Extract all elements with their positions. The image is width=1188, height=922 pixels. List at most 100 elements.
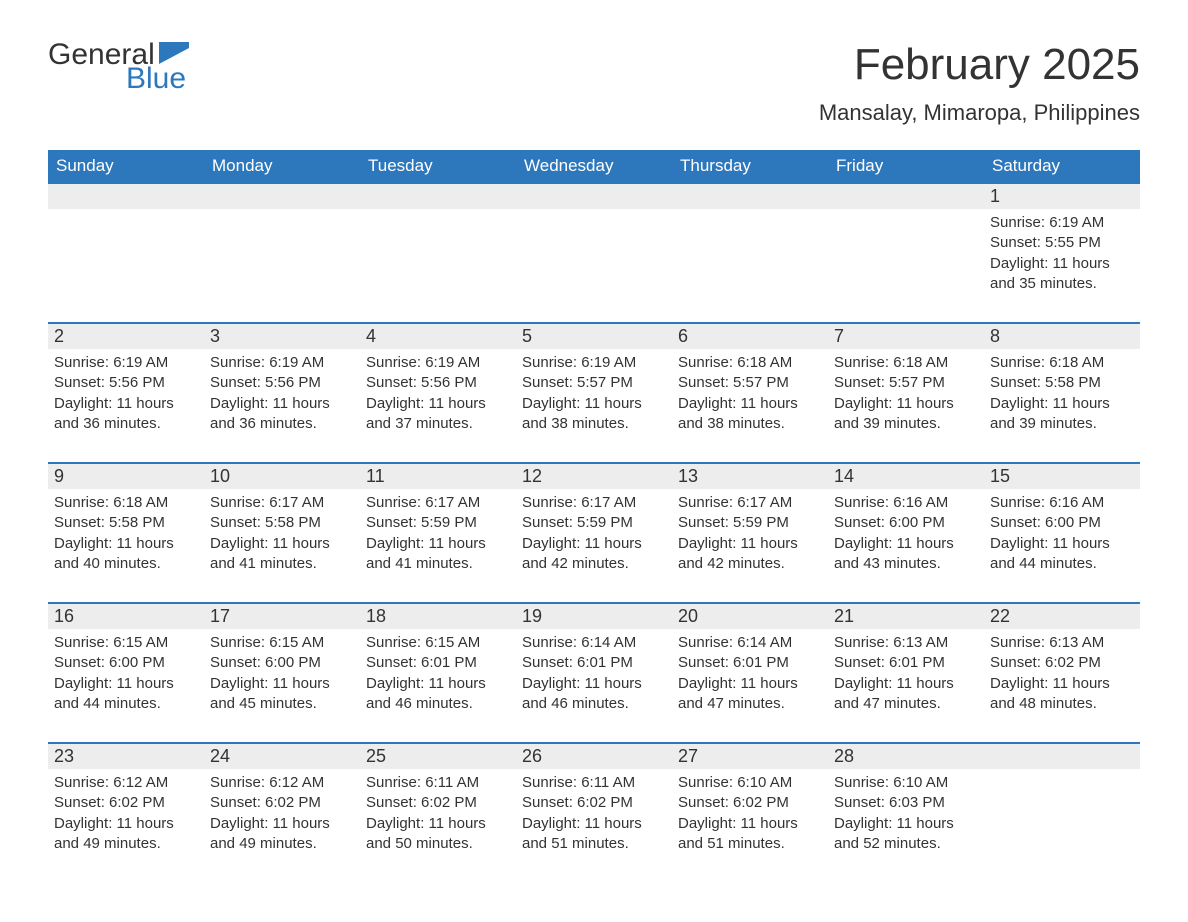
calendar-cell: 10Sunrise: 6:17 AMSunset: 5:58 PMDayligh… (204, 462, 360, 602)
calendar-cell: 13Sunrise: 6:17 AMSunset: 5:59 PMDayligh… (672, 462, 828, 602)
calendar-cell: 18Sunrise: 6:15 AMSunset: 6:01 PMDayligh… (360, 602, 516, 742)
daylight-text: Daylight: 11 hours and 36 minutes. (54, 394, 198, 435)
sunset-text: Sunset: 6:03 PM (834, 793, 978, 813)
daylight-text: Daylight: 11 hours and 47 minutes. (834, 674, 978, 715)
sunset-text: Sunset: 6:02 PM (54, 793, 198, 813)
sunrise-text: Sunrise: 6:19 AM (522, 353, 666, 373)
daylight-text: Daylight: 11 hours and 51 minutes. (522, 814, 666, 855)
weekday-header: Monday (204, 150, 360, 182)
day-body: Sunrise: 6:15 AMSunset: 6:01 PMDaylight:… (360, 629, 516, 722)
daylight-text: Daylight: 11 hours and 41 minutes. (210, 534, 354, 575)
sunrise-text: Sunrise: 6:17 AM (678, 493, 822, 513)
sunrise-text: Sunrise: 6:19 AM (990, 213, 1134, 233)
day-number: 4 (360, 324, 516, 349)
sunset-text: Sunset: 6:00 PM (54, 653, 198, 673)
day-number: 23 (48, 744, 204, 769)
sunrise-text: Sunrise: 6:17 AM (210, 493, 354, 513)
sunset-text: Sunset: 5:59 PM (366, 513, 510, 533)
day-body: Sunrise: 6:14 AMSunset: 6:01 PMDaylight:… (672, 629, 828, 722)
calendar-cell: 11Sunrise: 6:17 AMSunset: 5:59 PMDayligh… (360, 462, 516, 602)
sunset-text: Sunset: 6:00 PM (990, 513, 1134, 533)
header: General Blue February 2025 Mansalay, Mim… (48, 40, 1140, 126)
calendar-cell: 9Sunrise: 6:18 AMSunset: 5:58 PMDaylight… (48, 462, 204, 602)
day-number: 20 (672, 604, 828, 629)
sunrise-text: Sunrise: 6:19 AM (54, 353, 198, 373)
sunrise-text: Sunrise: 6:15 AM (210, 633, 354, 653)
day-body: Sunrise: 6:16 AMSunset: 6:00 PMDaylight:… (828, 489, 984, 582)
calendar-week: 9 Sunrise: 6:18 AMSunset: 5:58 PM Daylight… (48, 462, 1140, 602)
daylight-text: Daylight: 11 hours and 42 minutes. (678, 534, 822, 575)
daylight-text: Daylight: 11 hours and 38 minutes. (678, 394, 822, 435)
day-body: Sunrise: 6:10 AMSunset: 6:03 PMDaylight:… (828, 769, 984, 862)
day-number: 16 (48, 604, 204, 629)
sunrise-text: Sunrise: 6:12 AM (210, 773, 354, 793)
day-body: Sunrise: 6:19 AMSunset: 5:57 PMDaylight:… (516, 349, 672, 442)
calendar-cell: 12Sunrise: 6:17 AMSunset: 5:59 PMDayligh… (516, 462, 672, 602)
logo-blue-text: Blue (126, 64, 189, 94)
day-body: Sunrise: 6:19 AMSunset: 5:56 PMDaylight:… (360, 349, 516, 442)
day-number: 9 (48, 464, 204, 489)
day-body: Sunrise: 6:12 AMSunset: 6:02 PMDaylight:… (48, 769, 204, 862)
calendar-week: 2Sunrise: 6:19 AMSunset: 5:56 PMDaylight… (48, 322, 1140, 462)
calendar-table: SundayMondayTuesdayWednesdayThursdayFrid… (48, 150, 1140, 882)
sunrise-text: Sunrise: 6:10 AM (678, 773, 822, 793)
daylight-text: Daylight: 11 hours and 43 minutes. (834, 534, 978, 575)
sunset-text: Sunset: 5:58 PM (54, 513, 198, 533)
daylight-text: Daylight: 11 hours and 52 minutes. (834, 814, 978, 855)
day-body: Sunrise: 6:19 AMSunset: 5:56 PMDaylight:… (204, 349, 360, 442)
sunrise-text: Sunrise: 6:17 AM (522, 493, 666, 513)
title-block: February 2025 Mansalay, Mimaropa, Philip… (819, 40, 1140, 126)
sunset-text: Sunset: 6:02 PM (678, 793, 822, 813)
day-number: 27 (672, 744, 828, 769)
daylight-text: Daylight: 11 hours and 48 minutes. (990, 674, 1134, 715)
calendar-cell: 21Sunrise: 6:13 AMSunset: 6:01 PMDayligh… (828, 602, 984, 742)
day-body: Sunrise: 6:11 AMSunset: 6:02 PMDaylight:… (516, 769, 672, 862)
sunset-text: Sunset: 6:02 PM (990, 653, 1134, 673)
day-body: Sunrise: 6:18 AMSunset: 5:57 PMDaylight:… (828, 349, 984, 442)
sunset-text: Sunset: 5:59 PM (522, 513, 666, 533)
daylight-text: Daylight: 11 hours and 41 minutes. (366, 534, 510, 575)
day-number: 17 (204, 604, 360, 629)
daylight-text: Daylight: 11 hours and 44 minutes. (54, 674, 198, 715)
sunset-text: Sunset: 5:56 PM (210, 373, 354, 393)
day-number (360, 184, 516, 209)
weekday-header: Friday (828, 150, 984, 182)
sunrise-text: Sunrise: 6:18 AM (54, 493, 198, 513)
sunset-text: Sunset: 6:01 PM (366, 653, 510, 673)
sunset-text: Sunset: 5:55 PM (990, 233, 1134, 253)
calendar-cell: 15Sunrise: 6:16 AMSunset: 6:00 PMDayligh… (984, 462, 1140, 602)
sunset-text: Sunset: 6:02 PM (522, 793, 666, 813)
calendar-cell (672, 182, 828, 322)
day-body: Sunrise: 6:17 AMSunset: 5:58 PMDaylight:… (204, 489, 360, 582)
calendar-cell: 26Sunrise: 6:11 AMSunset: 6:02 PMDayligh… (516, 742, 672, 882)
day-number: 28 (828, 744, 984, 769)
sunset-text: Sunset: 6:02 PM (210, 793, 354, 813)
day-body: Sunrise: 6:17 AMSunset: 5:59 PMDaylight:… (360, 489, 516, 582)
sunrise-text: Sunrise: 6:15 AM (54, 633, 198, 653)
calendar-cell: 1Sunrise: 6:19 AMSunset: 5:55 PMDaylight… (984, 182, 1140, 322)
day-number: 8 (984, 324, 1140, 349)
sunrise-text: Sunrise: 6:19 AM (366, 353, 510, 373)
calendar-cell: 5Sunrise: 6:19 AMSunset: 5:57 PMDaylight… (516, 322, 672, 462)
daylight-text: Daylight: 11 hours and 49 minutes. (210, 814, 354, 855)
logo: General Blue (48, 40, 189, 94)
calendar-cell: 6Sunrise: 6:18 AMSunset: 5:57 PMDaylight… (672, 322, 828, 462)
day-number (516, 184, 672, 209)
day-number: 15 (984, 464, 1140, 489)
day-body: Sunrise: 6:14 AMSunset: 6:01 PMDaylight:… (516, 629, 672, 722)
daylight-text: Daylight: 11 hours and 42 minutes. (522, 534, 666, 575)
day-body: Sunrise: 6:10 AMSunset: 6:02 PMDaylight:… (672, 769, 828, 862)
calendar-cell: 2Sunrise: 6:19 AMSunset: 5:56 PMDaylight… (48, 322, 204, 462)
day-number: 24 (204, 744, 360, 769)
calendar-cell: 8Sunrise: 6:18 AMSunset: 5:58 PMDaylight… (984, 322, 1140, 462)
sunset-text: Sunset: 5:57 PM (834, 373, 978, 393)
calendar-cell: 20Sunrise: 6:14 AMSunset: 6:01 PMDayligh… (672, 602, 828, 742)
daylight-text: Daylight: 11 hours and 46 minutes. (522, 674, 666, 715)
calendar-cell: 16 Sunrise: 6:15 AMSunset: 6:00 PMDayligh… (48, 602, 204, 742)
day-body: Sunrise: 6:16 AMSunset: 6:00 PMDaylight:… (984, 489, 1140, 582)
day-number: 25 (360, 744, 516, 769)
sunset-text: Sunset: 5:57 PM (678, 373, 822, 393)
sunrise-text: Sunrise: 6:18 AM (990, 353, 1134, 373)
day-body: Sunrise: 6:19 AMSunset: 5:55 PMDaylight:… (984, 209, 1140, 302)
calendar-cell: 25Sunrise: 6:11 AMSunset: 6:02 PMDayligh… (360, 742, 516, 882)
